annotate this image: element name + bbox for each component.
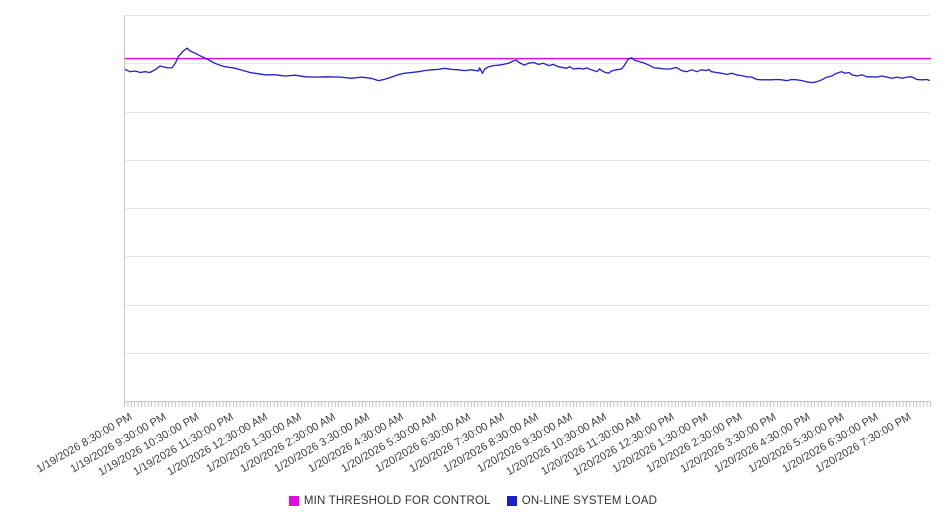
x-axis-label: 1/20/2026 12:30:00 PM bbox=[571, 411, 677, 479]
x-axis-label: 1/20/2026 10:30:00 AM bbox=[504, 411, 609, 479]
x-axis-label: 1/20/2026 7:30:00 PM bbox=[813, 411, 914, 476]
x-axis-label: 1/20/2026 9:30:00 AM bbox=[475, 411, 575, 476]
x-axis-label: 1/20/2026 1:30:00 AM bbox=[204, 411, 304, 476]
x-axis-label: 1/19/2026 9:30:00 PM bbox=[68, 411, 168, 476]
x-axis-label: 1/20/2026 11:30:00 AM bbox=[538, 411, 643, 478]
x-axis-label: 1/20/2026 3:30:00 PM bbox=[678, 411, 779, 476]
x-axis-minor-ticks bbox=[124, 402, 931, 407]
x-axis-label: 1/20/2026 4:30:00 AM bbox=[305, 411, 406, 476]
legend-swatch-magenta-icon bbox=[288, 496, 299, 506]
legend-label-system-load: ON-LINE SYSTEM LOAD bbox=[521, 495, 658, 507]
x-axis-label: 1/20/2026 7:30:00 AM bbox=[407, 411, 507, 476]
x-axis-label: 1/20/2026 8:30:00 AM bbox=[441, 411, 541, 476]
x-axis-label: 1/19/2026 8:30:00 PM bbox=[34, 411, 134, 476]
x-axis-label: 1/20/2026 6:30:00 AM bbox=[373, 411, 473, 476]
x-axis-label: 1/20/2026 3:30:00 AM bbox=[272, 411, 372, 476]
x-axis-label: 1/20/2026 12:30:00 AM bbox=[165, 411, 270, 479]
x-axis-label: 1/20/2026 5:30:00 PM bbox=[746, 411, 846, 476]
legend-swatch-blue-icon bbox=[506, 496, 517, 506]
x-axis-label: 1/20/2026 4:30:00 PM bbox=[712, 411, 812, 476]
x-axis-label: 1/20/2026 2:30:00 PM bbox=[644, 411, 745, 476]
x-axis-label: 1/20/2026 5:30:00 AM bbox=[339, 411, 440, 476]
legend-item-min-threshold: MIN THRESHOLD FOR CONTROL bbox=[288, 495, 491, 507]
x-axis-label: 1/20/2026 1:30:00 PM bbox=[610, 411, 711, 476]
x-axis-label: 1/19/2026 10:30:00 PM bbox=[96, 411, 202, 479]
legend: MIN THRESHOLD FOR CONTROL ON-LINE SYSTEM… bbox=[0, 495, 946, 507]
legend-item-system-load: ON-LINE SYSTEM LOAD bbox=[506, 495, 658, 507]
x-axis-labels: 1/19/2026 8:30:00 PM 1/19/2026 9:30:00 PM… bbox=[34, 402, 930, 492]
legend-label-min-threshold: MIN THRESHOLD FOR CONTROL bbox=[303, 495, 491, 507]
x-axis-label: 1/20/2026 2:30:00 AM bbox=[238, 411, 338, 476]
x-axis-label: 1/19/2026 11:30:00 PM bbox=[131, 411, 236, 479]
x-axis-label: 1/20/2026 6:30:00 PM bbox=[780, 411, 880, 476]
plot-area bbox=[124, 15, 931, 402]
line-chart bbox=[125, 15, 931, 354]
